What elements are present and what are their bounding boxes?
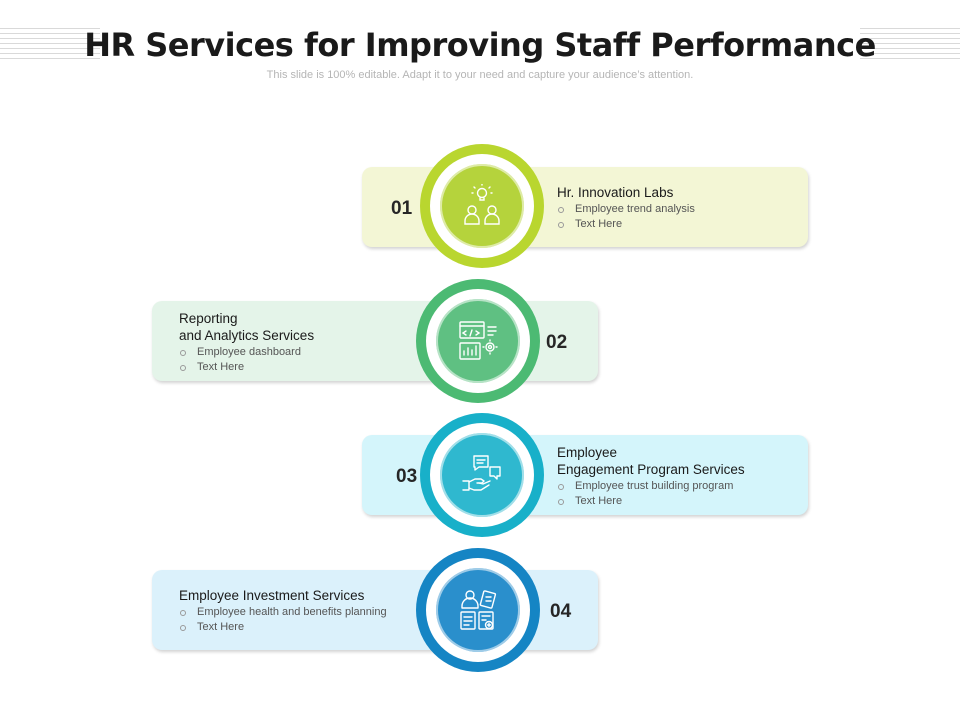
step-ring-01 [420, 144, 544, 268]
step-bullets: Employee trust building program Text Her… [557, 479, 797, 509]
step-title: Employee Investment Services [179, 588, 365, 603]
step-bullets: Employee health and benefits planning Te… [179, 605, 429, 635]
bullet-item: Employee dashboard [179, 345, 419, 360]
team-idea-icon [464, 184, 500, 225]
step-text-03: Employee Engagement Program Services Emp… [557, 444, 797, 509]
handshake-chat-icon [462, 455, 501, 491]
step-number-04: 04 [550, 601, 572, 622]
page-subtitle: This slide is 100% editable. Adapt it to… [266, 69, 694, 81]
bullet-item: Employee trend analysis [557, 202, 797, 217]
analytics-dashboard-icon [459, 321, 498, 360]
bullet-item: Text Here [557, 217, 797, 232]
health-benefits-icon [460, 590, 497, 630]
decorative-lines-right [860, 28, 960, 62]
bullet-item: Text Here [179, 620, 429, 635]
step-ring-02 [416, 279, 540, 403]
decorative-lines-left [0, 28, 100, 62]
bullet-item: Text Here [557, 494, 797, 509]
step-title: Employee Engagement Program Services [557, 445, 745, 477]
page-title: HR Services for Improving Staff Performa… [84, 26, 876, 64]
step-ring-04 [416, 548, 540, 672]
step-text-01: Hr. Innovation Labs Employee trend analy… [557, 184, 797, 232]
bullet-item: Employee trust building program [557, 479, 797, 494]
step-title: Hr. Innovation Labs [557, 185, 674, 200]
step-text-04: Employee Investment Services Employee he… [179, 587, 429, 635]
step-number-03: 03 [396, 466, 418, 487]
step-text-02: Reporting and Analytics Services Employe… [179, 310, 419, 375]
bullet-item: Text Here [179, 360, 419, 375]
step-number-02: 02 [546, 332, 568, 353]
step-number-01: 01 [391, 198, 413, 219]
step-title: Reporting and Analytics Services [179, 311, 315, 343]
step-bullets: Employee dashboard Text Here [179, 345, 419, 375]
step-bullets: Employee trend analysis Text Here [557, 202, 797, 232]
step-ring-03 [420, 413, 544, 537]
bullet-item: Employee health and benefits planning [179, 605, 429, 620]
